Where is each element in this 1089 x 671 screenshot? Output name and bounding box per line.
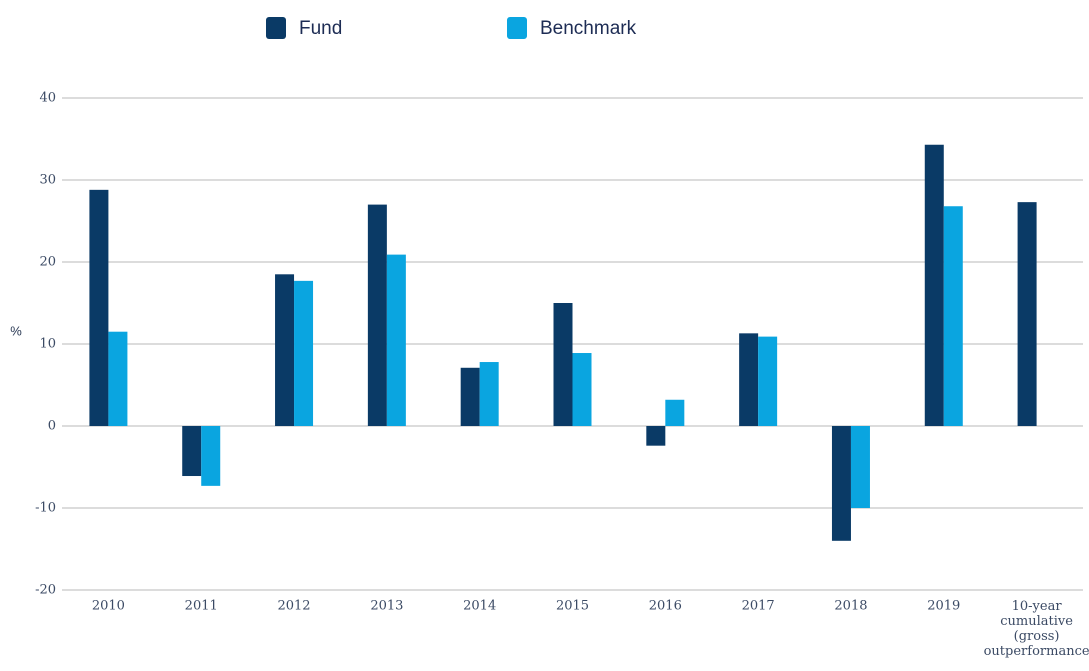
bar [924, 144, 944, 427]
bar [553, 303, 573, 426]
bar [294, 280, 314, 426]
x-tick-label: 2012 [277, 599, 310, 614]
bar [739, 333, 759, 426]
bar [367, 204, 387, 426]
legend-swatch [266, 17, 286, 39]
x-tick-label: 10-year cumulative (gross) outperformance [984, 599, 1089, 659]
x-tick-label: 2011 [185, 599, 218, 614]
y-tick-label: -10 [35, 501, 56, 516]
x-tick-label: 2015 [556, 599, 589, 614]
bar [386, 254, 406, 426]
y-tick-label: 20 [39, 255, 56, 270]
x-tick-label: 2017 [742, 599, 775, 614]
bar [572, 353, 592, 426]
y-tick-label: -20 [35, 583, 56, 598]
x-tick-label: 2010 [92, 599, 125, 614]
y-tick-label: 10 [39, 337, 56, 352]
x-tick-label: 2019 [927, 599, 960, 614]
x-tick-label: 2016 [649, 599, 682, 614]
bar [831, 426, 851, 541]
x-tick-label: 2014 [463, 599, 496, 614]
x-tick-label: 2013 [370, 599, 403, 614]
legend-label: Benchmark [540, 18, 637, 39]
bar [182, 426, 202, 477]
bar [758, 336, 778, 426]
bar [646, 426, 666, 446]
y-tick-label: 30 [39, 173, 56, 188]
x-tick-label: 2018 [834, 599, 867, 614]
y-tick-label: 40 [39, 91, 56, 106]
legend-label: Fund [299, 18, 342, 39]
y-tick-label: 0 [48, 419, 56, 434]
bar [850, 426, 870, 508]
legend-swatch [507, 17, 527, 39]
y-axis-label: % [10, 323, 22, 338]
bar [665, 399, 685, 426]
bar [89, 189, 109, 426]
bar [108, 331, 128, 426]
bar [943, 206, 963, 426]
bar [201, 426, 221, 486]
bar [479, 362, 499, 426]
bar [275, 274, 295, 426]
bar [1017, 202, 1037, 426]
bar [460, 367, 480, 426]
